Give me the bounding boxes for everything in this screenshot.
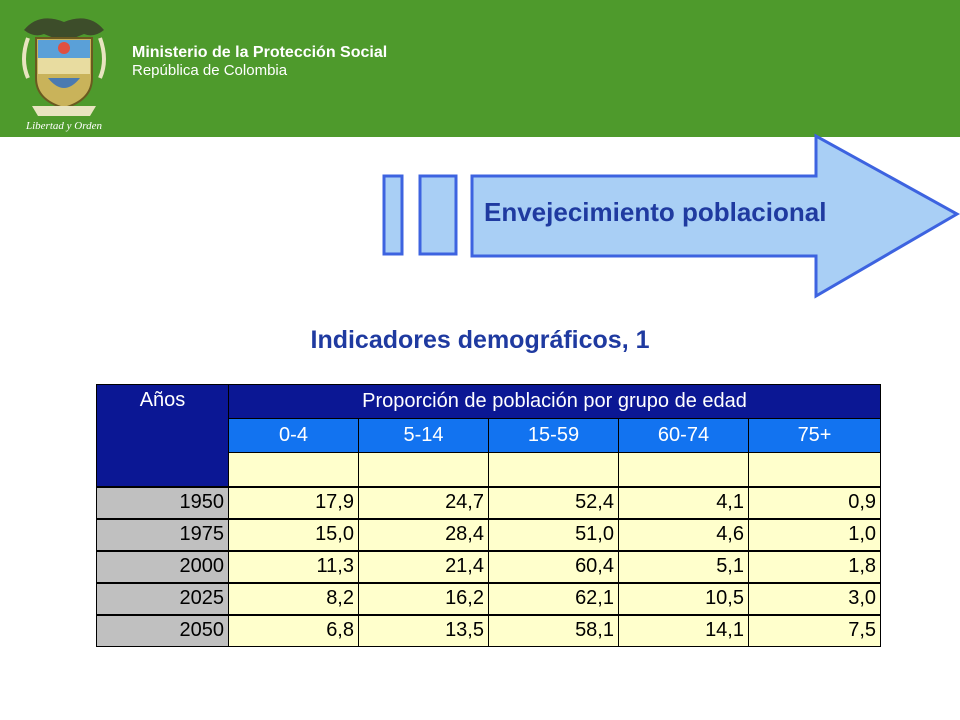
- value-cell: 24,7: [358, 485, 489, 519]
- age-group-header: 5-14: [358, 418, 489, 453]
- table-row: 2050 6,8 13,5 58,1 14,1 7,5: [96, 613, 882, 647]
- value-cell: 62,1: [488, 581, 619, 615]
- blank-cell: [747, 452, 882, 487]
- value-cell: 21,4: [358, 549, 489, 583]
- ministry-name: Ministerio de la Protección Social: [132, 44, 388, 61]
- value-cell: 10,5: [618, 581, 749, 615]
- value-cell: 13,5: [358, 613, 489, 647]
- age-group-header: 75+: [747, 418, 882, 453]
- demographics-table: Años Proporción de población por grupo d…: [96, 384, 882, 647]
- header-proportion: Proporción de población por grupo de eda…: [227, 384, 882, 419]
- year-cell: 2000: [96, 549, 229, 583]
- colombia-coat-of-arms-icon: Libertad y Orden: [22, 18, 106, 132]
- blank-cell: [488, 452, 619, 487]
- value-cell: 8,2: [228, 581, 359, 615]
- value-cell: 6,8: [228, 613, 359, 647]
- value-cell: 51,0: [488, 517, 619, 551]
- value-cell: 1,8: [747, 549, 882, 583]
- year-cell: 2050: [96, 613, 229, 647]
- header-bar: Libertad y Orden Ministerio de la Protec…: [0, 0, 960, 137]
- value-cell: 17,9: [228, 485, 359, 519]
- blank-cell: [228, 452, 359, 487]
- blank-cell: [358, 452, 489, 487]
- value-cell: 16,2: [358, 581, 489, 615]
- year-cell: 2025: [96, 581, 229, 615]
- value-cell: 11,3: [228, 549, 359, 583]
- banner-title: Envejecimiento poblacional: [484, 197, 827, 227]
- value-cell: 3,0: [747, 581, 882, 615]
- value-cell: 52,4: [488, 485, 619, 519]
- age-group-header: 60-74: [618, 418, 749, 453]
- value-cell: 7,5: [747, 613, 882, 647]
- year-cell: 1975: [96, 517, 229, 551]
- value-cell: 58,1: [488, 613, 619, 647]
- table-row: 2025 8,2 16,2 62,1 10,5 3,0: [96, 581, 882, 615]
- value-cell: 5,1: [618, 549, 749, 583]
- ministry-block: Ministerio de la Protección Social Repúb…: [132, 43, 387, 80]
- section-title: Indicadores demográficos, 1: [310, 326, 650, 354]
- value-cell: 28,4: [358, 517, 489, 551]
- age-group-header: 15-59: [488, 418, 619, 453]
- year-cell: 1950: [96, 485, 229, 519]
- value-cell: 0,9: [747, 485, 882, 519]
- header-years: Años: [96, 384, 229, 487]
- blank-cell: [618, 452, 749, 487]
- age-group-header: 0-4: [228, 418, 359, 453]
- value-cell: 4,6: [618, 517, 749, 551]
- table-row: 2000 11,3 21,4 60,4 5,1 1,8: [96, 549, 882, 583]
- value-cell: 60,4: [488, 549, 619, 583]
- motto-text: Libertad y Orden: [25, 120, 102, 132]
- table-row: 1975 15,0 28,4 51,0 4,6 1,0: [96, 517, 882, 551]
- table-row: 1950 17,9 24,7 52,4 4,1 0,9: [96, 485, 882, 519]
- value-cell: 1,0: [747, 517, 882, 551]
- value-cell: 14,1: [618, 613, 749, 647]
- value-cell: 15,0: [228, 517, 359, 551]
- title-arrow-shape: [382, 133, 960, 299]
- country-name: República de Colombia: [132, 62, 288, 79]
- value-cell: 4,1: [618, 485, 749, 519]
